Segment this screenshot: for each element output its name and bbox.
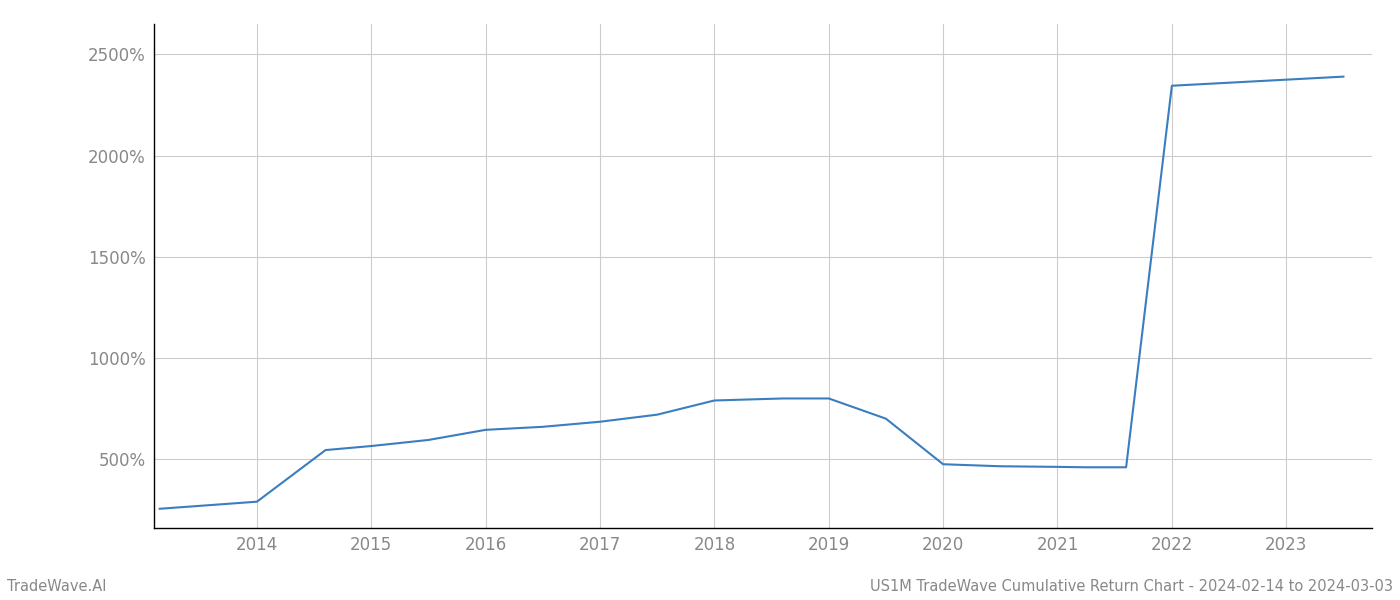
Text: US1M TradeWave Cumulative Return Chart - 2024-02-14 to 2024-03-03: US1M TradeWave Cumulative Return Chart -… <box>869 579 1393 594</box>
Text: TradeWave.AI: TradeWave.AI <box>7 579 106 594</box>
